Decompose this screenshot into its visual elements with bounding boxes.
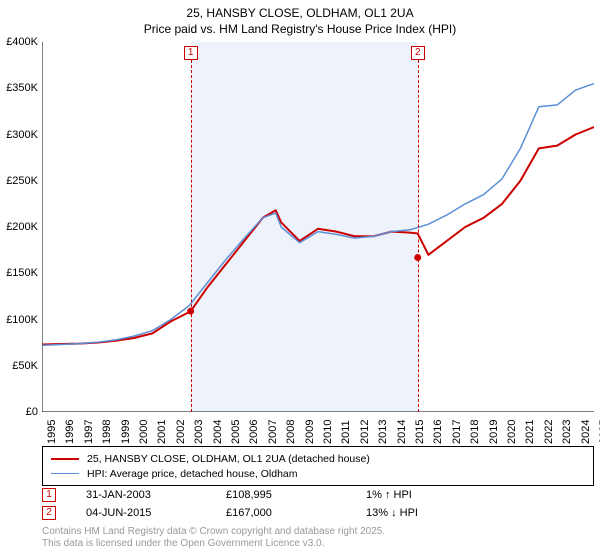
- x-tick-label: 2009: [304, 420, 316, 444]
- transaction-row: 2 04-JUN-2015 £167,000 13% ↓ HPI: [42, 504, 594, 522]
- title-line2: Price paid vs. HM Land Registry's House …: [0, 22, 600, 38]
- x-tick-label: 2012: [359, 420, 371, 444]
- transaction-price: £108,995: [226, 489, 366, 501]
- marker-label: 2: [411, 46, 425, 60]
- transaction-marker: 1: [42, 488, 56, 502]
- transaction-pct: 1% ↑ HPI: [366, 489, 486, 501]
- marker-line: [191, 60, 192, 412]
- legend-label: 25, HANSBY CLOSE, OLDHAM, OL1 2UA (detac…: [87, 453, 370, 465]
- x-tick-label: 2013: [377, 420, 389, 444]
- y-tick-label: £400K: [6, 36, 38, 48]
- transaction-date: 04-JUN-2015: [86, 507, 226, 519]
- title-line1: 25, HANSBY CLOSE, OLDHAM, OL1 2UA: [0, 6, 600, 22]
- chart-area: £0£50K£100K£150K£200K£250K£300K£350K£400…: [42, 42, 594, 412]
- x-tick-label: 2022: [543, 420, 555, 444]
- legend-label: HPI: Average price, detached house, Oldh…: [87, 468, 298, 480]
- transaction-marker: 2: [42, 506, 56, 520]
- x-tick-label: 2021: [524, 420, 536, 444]
- x-tick-label: 2018: [469, 420, 481, 444]
- x-tick-label: 2006: [248, 420, 260, 444]
- y-tick-label: £100K: [6, 314, 38, 326]
- y-tick-label: £250K: [6, 175, 38, 187]
- x-tick-label: 1997: [83, 420, 95, 444]
- y-tick-label: £350K: [6, 82, 38, 94]
- transaction-price: £167,000: [226, 507, 366, 519]
- legend-swatch: [51, 458, 79, 460]
- x-tick-label: 2003: [193, 420, 205, 444]
- x-tick-label: 2008: [285, 420, 297, 444]
- y-tick-label: £150K: [6, 267, 38, 279]
- transaction-pct: 13% ↓ HPI: [366, 507, 486, 519]
- y-tick-label: £200K: [6, 221, 38, 233]
- x-tick-label: 2010: [322, 420, 334, 444]
- legend: 25, HANSBY CLOSE, OLDHAM, OL1 2UA (detac…: [42, 446, 594, 486]
- x-tick-label: 2007: [267, 420, 279, 444]
- x-tick-label: 2017: [451, 420, 463, 444]
- x-tick-label: 2019: [488, 420, 500, 444]
- footer-attribution: Contains HM Land Registry data © Crown c…: [42, 526, 385, 550]
- y-tick-label: £300K: [6, 129, 38, 141]
- marker-label: 1: [184, 46, 198, 60]
- footer-line2: This data is licensed under the Open Gov…: [42, 538, 385, 550]
- line-chart: [42, 42, 594, 412]
- x-tick-label: 2016: [432, 420, 444, 444]
- x-tick-label: 2023: [561, 420, 573, 444]
- x-tick-label: 2015: [414, 420, 426, 444]
- x-tick-label: 2001: [156, 420, 168, 444]
- x-tick-label: 2004: [212, 420, 224, 444]
- x-tick-label: 1995: [46, 420, 58, 444]
- marker-line: [418, 60, 419, 412]
- transactions-table: 1 31-JAN-2003 £108,995 1% ↑ HPI 2 04-JUN…: [42, 486, 594, 522]
- legend-item-price-paid: 25, HANSBY CLOSE, OLDHAM, OL1 2UA (detac…: [51, 451, 585, 466]
- legend-item-hpi: HPI: Average price, detached house, Oldh…: [51, 466, 585, 481]
- chart-title: 25, HANSBY CLOSE, OLDHAM, OL1 2UA Price …: [0, 0, 600, 37]
- legend-swatch: [51, 473, 79, 475]
- transaction-date: 31-JAN-2003: [86, 489, 226, 501]
- transaction-row: 1 31-JAN-2003 £108,995 1% ↑ HPI: [42, 486, 594, 504]
- x-tick-label: 1999: [120, 420, 132, 444]
- footer-line1: Contains HM Land Registry data © Crown c…: [42, 526, 385, 538]
- x-tick-label: 2002: [175, 420, 187, 444]
- x-tick-label: 1998: [101, 420, 113, 444]
- y-tick-label: £0: [26, 406, 38, 418]
- x-tick-label: 2024: [580, 420, 592, 444]
- x-tick-label: 2020: [506, 420, 518, 444]
- x-tick-label: 2005: [230, 420, 242, 444]
- x-tick-label: 1996: [64, 420, 76, 444]
- y-tick-label: £50K: [12, 360, 38, 372]
- x-tick-label: 2014: [396, 420, 408, 444]
- x-tick-label: 2011: [340, 420, 352, 444]
- x-tick-label: 2000: [138, 420, 150, 444]
